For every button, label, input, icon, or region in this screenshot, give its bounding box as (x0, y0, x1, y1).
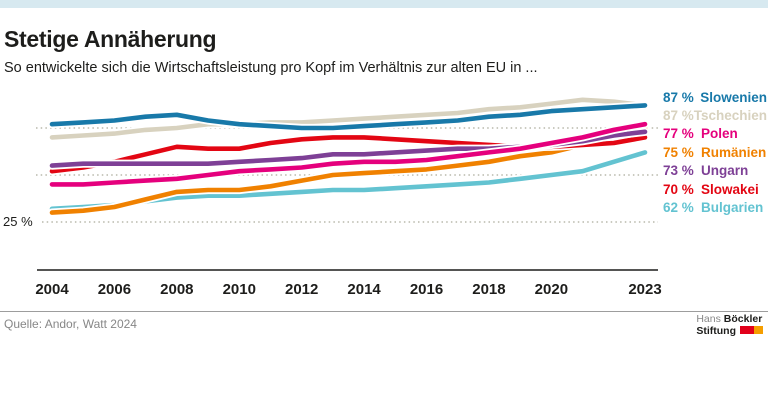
legend-item-tschechien: 87 % Tschechien (663, 106, 767, 124)
logo-color-bar-icon (740, 325, 763, 334)
source-credit: Quelle: Andor, Watt 2024 (4, 317, 137, 331)
series-line-bulgarien (49, 150, 648, 212)
legend-value-slowakei: 70 % (663, 181, 694, 197)
legend-item-ungarn: 73 % Ungarn (663, 162, 767, 180)
x-tick-label-2018: 2018 (472, 281, 506, 298)
series-halo-rumaenien (47, 123, 650, 217)
legend-item-bulgarien: 62 % Bulgarien (663, 198, 767, 216)
x-tick-label-2004: 2004 (35, 281, 69, 298)
legend-value-tschechien: 87 % (663, 108, 694, 124)
x-tick-label-2014: 2014 (347, 281, 381, 298)
logo-word-boeckler: Böckler (723, 313, 763, 325)
legend-name-slowakei: Slowakei (701, 181, 759, 197)
page-title: Stetige Annäherung (4, 26, 217, 52)
x-tick-label-2020: 2020 (534, 281, 569, 298)
logo-word-stiftung: Stiftung (696, 324, 736, 337)
legend-item-slowenien: 87 % Slowenien (663, 88, 767, 106)
series-halo-slowenien (47, 101, 650, 133)
x-tick-label-2006: 2006 (97, 281, 132, 298)
x-tick-label-2016: 2016 (409, 281, 444, 298)
series-line-slowakei (49, 135, 648, 174)
legend-value-ungarn: 73 % (663, 163, 694, 179)
legend-value-rumaenien: 75 % (663, 144, 694, 160)
x-tick-label-2008: 2008 (160, 281, 194, 298)
legend-name-tschechien: Tschechien (693, 108, 768, 124)
series-halo-bulgarien (47, 148, 650, 213)
legend-name-ungarn: Ungarn (701, 163, 749, 179)
x-axis: 2004 2006 2008 2010 2012 2014 2016 2018 2020 2023 (0, 281, 768, 301)
legend-name-bulgarien: Bulgarien (701, 200, 764, 216)
x-tick-label-2010: 2010 (222, 281, 256, 298)
legend-value-slowenien: 87 % (663, 89, 694, 105)
legend-item-polen: 77 % Polen (663, 125, 767, 143)
chart-legend: 87 % Slowenien 87 % Tschechien 77 % Polen 75 %… (663, 88, 767, 217)
y-gridline-label-25: 25 % (3, 214, 33, 229)
legend-item-slowakei: 70 % Slowakei (663, 180, 767, 198)
logo-word-hans: Hans (696, 313, 721, 325)
legend-value-bulgarien: 62 % (663, 200, 694, 216)
series-line-slowenien (49, 103, 648, 131)
series-halo-ungarn (47, 127, 650, 170)
top-accent-bar (0, 0, 768, 8)
series-line-rumaenien (49, 125, 648, 215)
legend-item-rumaenien: 75 % Rumänien (663, 143, 767, 161)
series-halo-polen (47, 120, 650, 189)
legend-name-rumaenien: Rumänien (701, 144, 767, 160)
series-halo-slowakei (47, 133, 650, 176)
series-line-ungarn (49, 129, 648, 168)
series-halo-tschechien (47, 95, 650, 142)
legend-value-polen: 77 % (663, 126, 694, 142)
page-subtitle: So entwickelte sich die Wirtschaftsleist… (4, 60, 538, 76)
x-tick-label-2012: 2012 (284, 281, 319, 298)
footer-divider (0, 311, 768, 312)
legend-name-polen: Polen (701, 126, 738, 142)
legend-name-slowenien: Slowenien (700, 89, 767, 105)
series-line-polen (49, 121, 648, 187)
hans-boeckler-stiftung-logo: Hans Böckler Stiftung (696, 313, 763, 337)
series-line-tschechien (49, 97, 648, 140)
x-tick-label-2023: 2023 (628, 281, 662, 298)
